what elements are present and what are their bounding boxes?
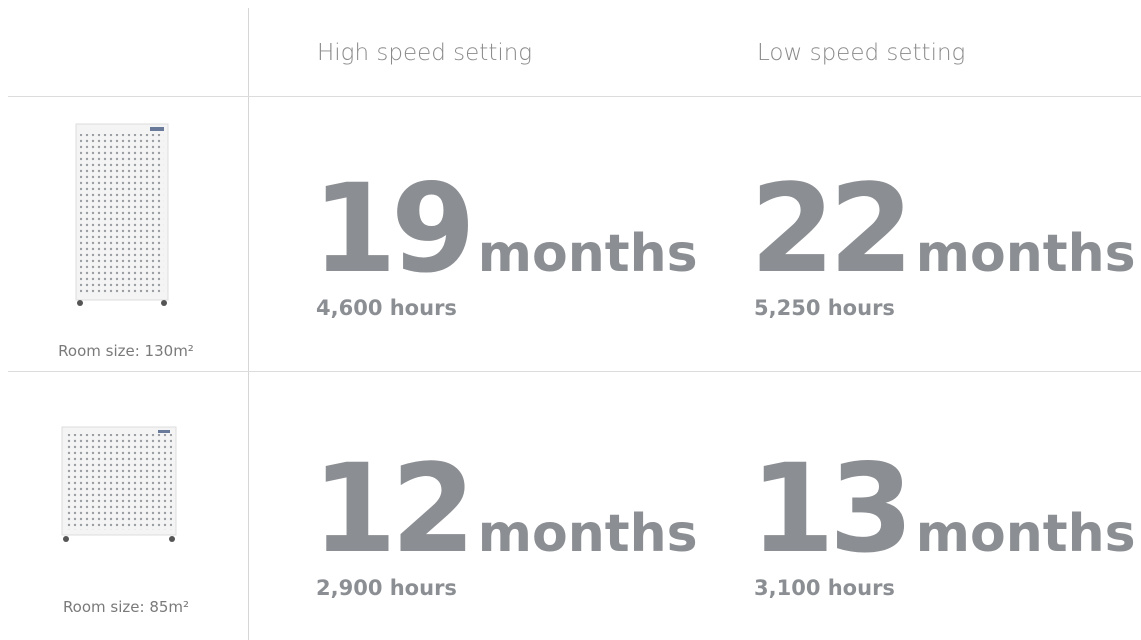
page: High speed setting Low speed setting Roo… (0, 0, 1141, 640)
room-size: Room size: 85m² (6, 598, 246, 616)
column-header: Low speed setting (757, 40, 965, 66)
hours: 2,900 hours (316, 576, 698, 600)
purifier-wide (62, 427, 176, 542)
duration-number: 22 (750, 168, 908, 290)
hours: 4,600 hours (316, 296, 698, 320)
column-header: High speed setting (317, 40, 532, 66)
room-size: Room size: 130m² (6, 342, 246, 360)
duration-unit: months (478, 508, 698, 560)
duration-unit: months (916, 228, 1136, 280)
hours: 5,250 hours (754, 296, 1136, 320)
hours: 3,100 hours (754, 576, 1136, 600)
duration-unit: months (478, 228, 698, 280)
duration-unit: months (916, 508, 1136, 560)
divider (248, 8, 249, 640)
duration-number: 13 (750, 448, 908, 570)
duration-number: 19 (312, 168, 470, 290)
duration-number: 12 (312, 448, 470, 570)
purifier-tall (76, 124, 168, 306)
product-images (0, 0, 240, 640)
